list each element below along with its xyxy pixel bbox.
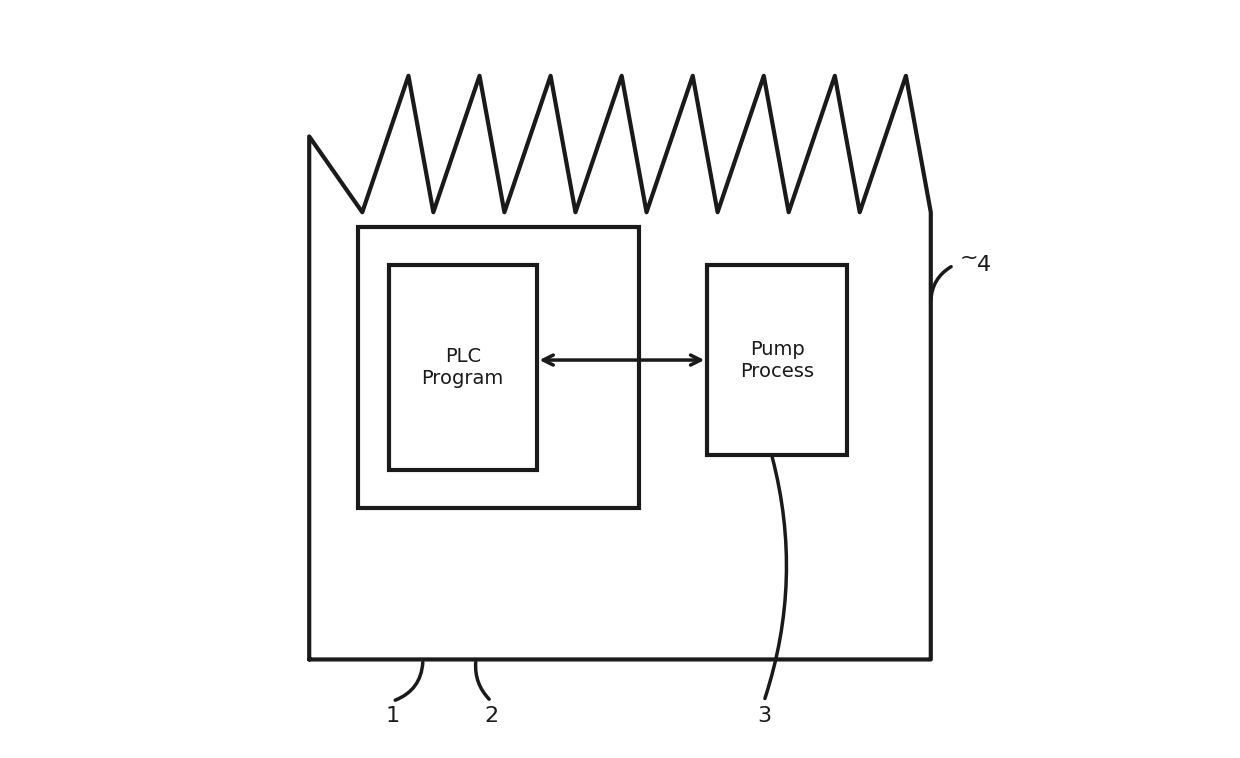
Text: PLC
Program: PLC Program — [422, 347, 503, 388]
Text: 3: 3 — [756, 706, 771, 726]
Bar — [707, 265, 847, 455]
Text: 4: 4 — [977, 255, 991, 275]
Text: 2: 2 — [484, 706, 498, 726]
Text: ~: ~ — [960, 248, 978, 268]
Bar — [389, 265, 537, 470]
Bar — [358, 227, 639, 508]
Text: Pump
Process: Pump Process — [740, 340, 815, 381]
Text: 1: 1 — [386, 706, 399, 726]
